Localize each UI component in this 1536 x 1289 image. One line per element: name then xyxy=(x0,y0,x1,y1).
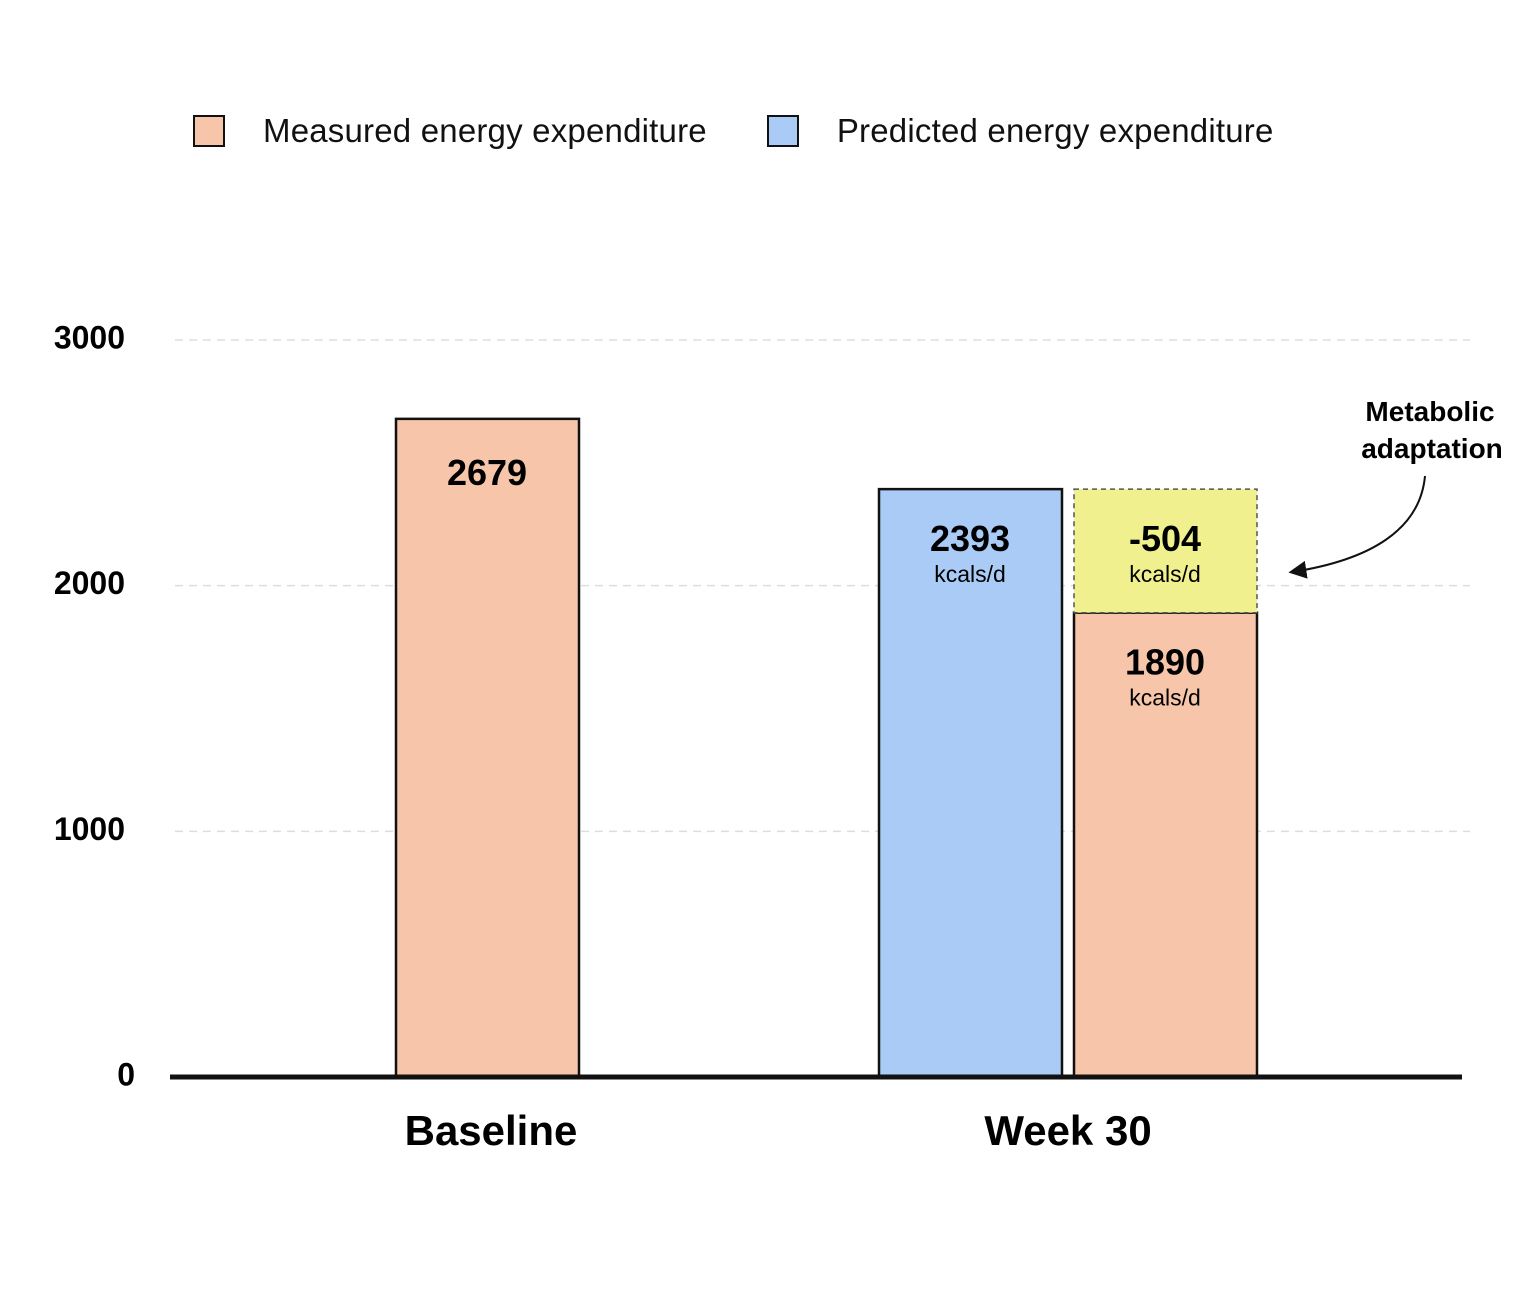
bar-label-week30-measured-unit: kcals/d xyxy=(1129,685,1201,711)
y-tick-label-2000: 2000 xyxy=(54,565,125,601)
legend-item-measured: Measured energy expenditure xyxy=(193,112,707,150)
legend-label-predicted: Predicted energy expenditure xyxy=(836,112,1274,149)
bar-label-week30-predicted-unit: kcals/d xyxy=(934,561,1006,587)
y-tick-label-3000: 3000 xyxy=(54,319,125,355)
legend-label-measured: Measured energy expenditure xyxy=(263,112,707,149)
x-category-label-baseline: Baseline xyxy=(405,1107,578,1154)
annotation-line1: Metabolic xyxy=(1365,396,1494,427)
bar-label-week30-predicted-value: 2393 xyxy=(930,518,1010,559)
legend-swatch-predicted xyxy=(766,115,799,147)
legend-item-predicted: Predicted energy expenditure xyxy=(766,112,1274,150)
x-category-label-week30: Week 30 xyxy=(984,1107,1151,1154)
annotation-line2: adaptation xyxy=(1361,433,1503,464)
bar-label-week30-adaptation-value: -504 xyxy=(1129,518,1201,559)
bar-label-week30-adaptation-unit: kcals/d xyxy=(1129,561,1201,587)
bar-label-week30-measured-value: 1890 xyxy=(1125,642,1205,683)
bar-week30-adaptation xyxy=(1073,488,1258,614)
legend-swatch-measured xyxy=(193,115,225,147)
bar-baseline-measured xyxy=(394,417,581,1079)
legend: Measured energy expenditure Predicted en… xyxy=(193,112,1334,150)
annotation-arrow xyxy=(1288,475,1426,579)
y-tick-label-0: 0 xyxy=(117,1056,135,1092)
bar-label-baseline-value: 2679 xyxy=(447,452,527,493)
y-tick-label-1000: 1000 xyxy=(54,811,125,847)
